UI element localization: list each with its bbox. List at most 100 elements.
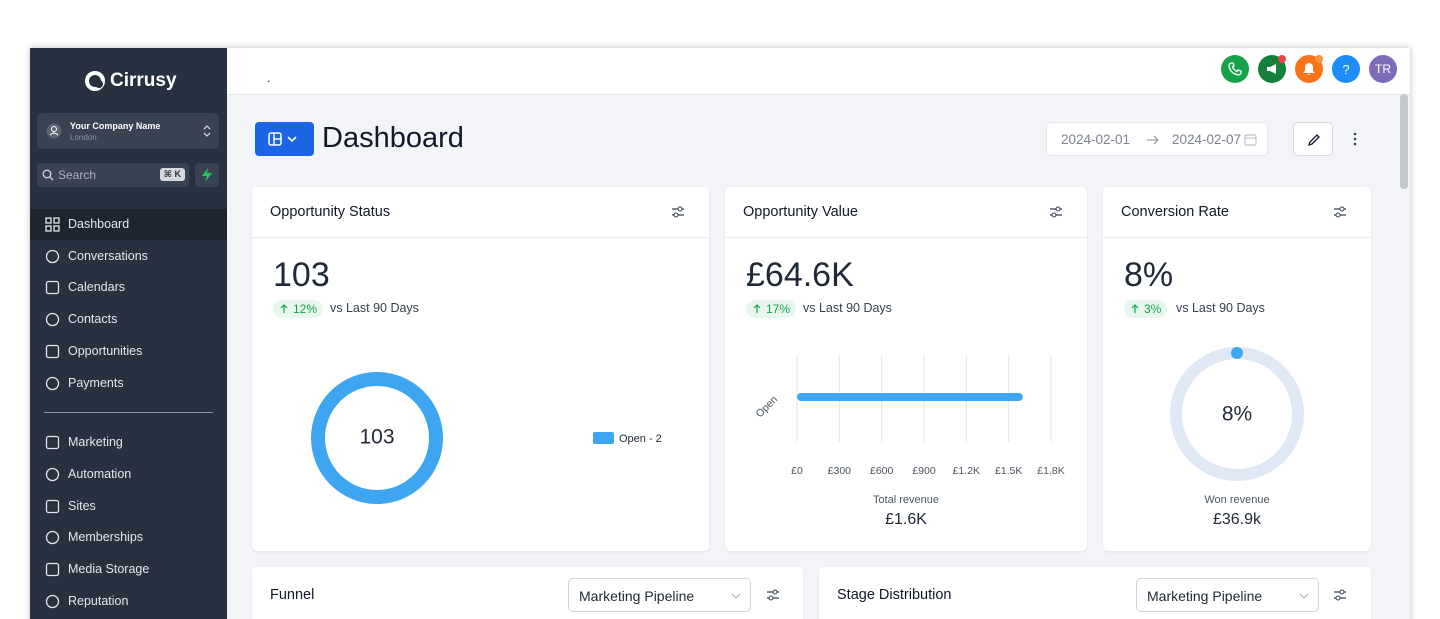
- bell-icon: [1303, 63, 1315, 75]
- nav-item[interactable]: Conversations: [30, 241, 227, 272]
- edit-button[interactable]: [1293, 122, 1333, 156]
- select-value: Marketing Pipeline: [579, 588, 695, 604]
- more-button[interactable]: [1351, 131, 1359, 147]
- nav-item[interactable]: Opportunities: [30, 336, 227, 367]
- nav-item[interactable]: Automation: [30, 459, 227, 490]
- nav-icon: [45, 344, 60, 358]
- up-arrow: [1131, 304, 1139, 313]
- change-value: 17%: [766, 302, 791, 316]
- nav-icon: [45, 467, 60, 482]
- nav-label: Media Storage: [68, 562, 150, 576]
- nav-item[interactable]: Payments: [30, 368, 227, 399]
- legend-swatch: [593, 432, 614, 444]
- legend-label: Open - 2: [619, 433, 662, 445]
- conversion-rate-card: Conversion Rate 8% 3% vs Last 90 Days 8%…: [1103, 187, 1371, 551]
- funnel-panel: Funnel Marketing Pipeline: [252, 567, 803, 619]
- nav-label: Automation: [68, 466, 132, 481]
- brand: Cirrusy: [84, 70, 177, 92]
- donut-center: 103: [359, 426, 394, 449]
- quick-action[interactable]: [195, 163, 219, 187]
- x-tick-label: £1.8K: [1037, 465, 1064, 477]
- bar-chart: £0 £300 £600 £900 £1.2K £1.5K £1.8K Open: [754, 355, 1065, 477]
- x-tick-label: £900: [912, 465, 936, 477]
- x-tick-label: £600: [870, 465, 894, 477]
- nav-label: Marketing: [68, 435, 123, 450]
- page-title: Dashboard: [322, 122, 464, 154]
- panel-title: Funnel: [270, 587, 315, 603]
- calendar-icon: [1244, 134, 1257, 146]
- nav-icon: [45, 436, 60, 450]
- nav-item[interactable]: Media Storage: [30, 554, 227, 585]
- panel-settings[interactable]: [766, 589, 780, 601]
- nav-icon: [45, 499, 60, 513]
- card-header: [252, 187, 709, 238]
- nav-item[interactable]: Calendars: [30, 272, 227, 303]
- metric-value: £64.6K: [746, 256, 854, 294]
- nav-icon: [45, 312, 60, 327]
- y-tick-label: Open: [754, 393, 781, 420]
- card-settings[interactable]: [1049, 206, 1063, 218]
- search-box[interactable]: Search ⌘ K: [37, 163, 189, 187]
- company-location: London: [70, 133, 97, 142]
- nav-icon: [45, 594, 60, 608]
- pipeline-select[interactable]: Marketing Pipeline: [568, 578, 751, 612]
- nav-icon: [45, 376, 60, 390]
- metric-value: 103: [273, 256, 330, 294]
- nav-item[interactable]: Contacts: [30, 304, 227, 335]
- footer-label: Total revenue: [872, 494, 940, 506]
- nav-label: Memberships: [68, 530, 144, 545]
- layout-switcher[interactable]: [255, 122, 314, 156]
- nav-label: Opportunities: [68, 343, 143, 358]
- nav-item[interactable]: Reputation: [30, 586, 227, 617]
- company-icon: [46, 123, 62, 139]
- gauge-indicator: [1231, 347, 1243, 359]
- phone-button[interactable]: [1221, 55, 1249, 83]
- footer-value: £1.6K: [885, 511, 927, 528]
- card-settings[interactable]: [671, 206, 685, 218]
- search-icon: [42, 169, 54, 181]
- company-name: Your Company Name: [70, 121, 161, 131]
- change-badge: 17%: [746, 300, 797, 318]
- nav-label: Reputation: [68, 593, 129, 608]
- nav-item[interactable]: Marketing: [30, 427, 227, 458]
- avatar[interactable]: TR: [1369, 55, 1397, 83]
- nav-label: Contacts: [68, 312, 118, 327]
- nav-item[interactable]: Sites: [30, 491, 227, 522]
- x-tick-label: £1.5K: [995, 465, 1022, 477]
- card-header: [1103, 187, 1371, 238]
- donut-ring: [311, 372, 443, 504]
- metric-value: 8%: [1124, 256, 1174, 294]
- layout-icon: [268, 132, 297, 146]
- topbar: [227, 48, 1410, 95]
- phone-icon: [1228, 62, 1242, 76]
- chevrons: [203, 125, 211, 137]
- change-badge: 12%: [273, 300, 324, 318]
- search-placeholder: Search: [58, 168, 97, 182]
- footer-value: £36.9k: [1212, 511, 1262, 528]
- nav-label: Sites: [68, 498, 96, 513]
- card-settings[interactable]: [1333, 206, 1347, 218]
- panel-settings[interactable]: [1333, 589, 1347, 601]
- panel-title: Stage Distribution: [837, 587, 952, 603]
- brand-logo: [85, 71, 105, 91]
- stage-distribution-panel: Stage Distribution Marketing Pipeline: [819, 567, 1371, 619]
- company-switcher[interactable]: Your Company Name London: [37, 113, 219, 149]
- pipeline-select[interactable]: Marketing Pipeline: [1136, 578, 1319, 612]
- help-button[interactable]: ?: [1332, 55, 1360, 83]
- date-range-picker[interactable]: 2024-02-01 2024-02-07: [1046, 122, 1268, 156]
- bar: [797, 393, 1023, 401]
- card-title: Opportunity Status: [270, 204, 391, 220]
- nav-label: Payments: [68, 375, 124, 390]
- nav-item[interactable]: Dashboard: [30, 209, 227, 240]
- nav-icon: [45, 562, 60, 577]
- comparison: vs Last 90 Days: [330, 301, 419, 315]
- card-title: Opportunity Value: [743, 204, 858, 220]
- scrollbar: [1400, 94, 1408, 189]
- date-end: 2024-02-07: [1172, 132, 1242, 147]
- nav-label: Conversations: [68, 248, 148, 263]
- nav-item[interactable]: Memberships: [30, 522, 227, 553]
- bolt-icon: [202, 168, 212, 182]
